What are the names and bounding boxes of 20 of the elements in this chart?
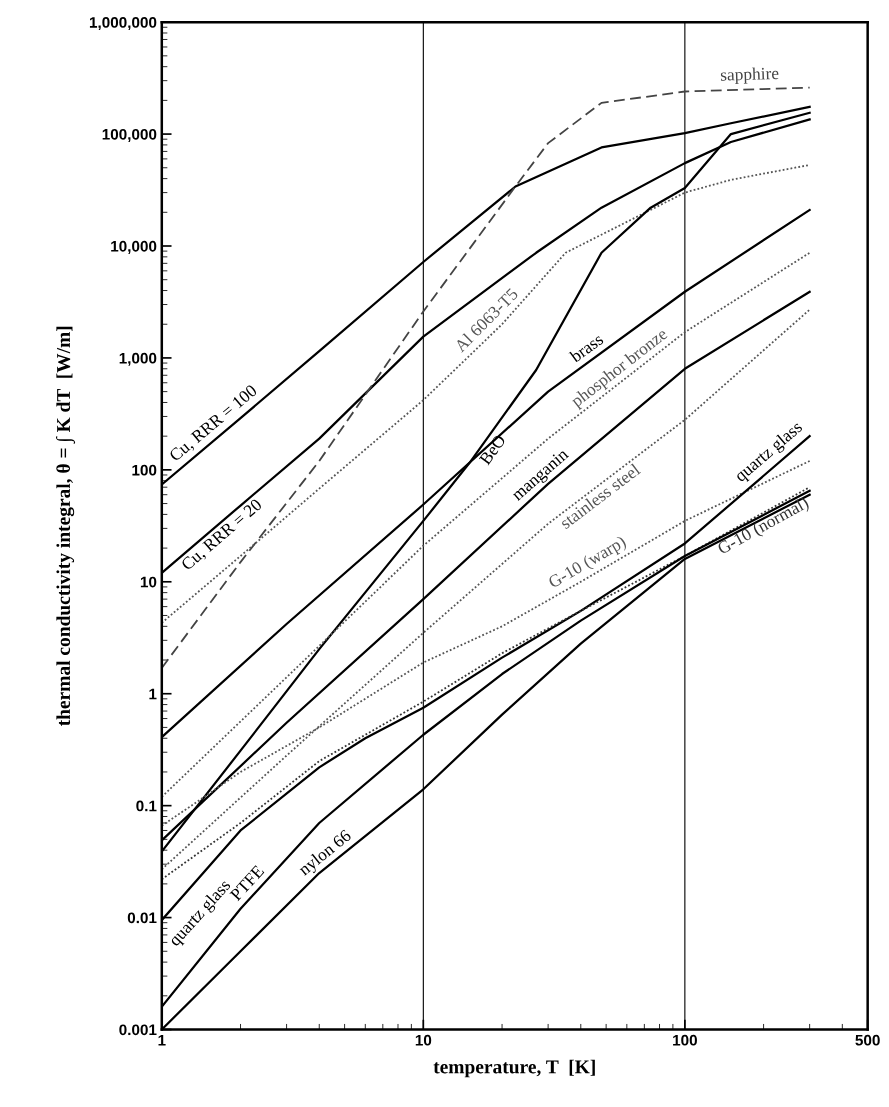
y-tick-label: 0.01 bbox=[127, 912, 157, 924]
text: Cu, RRR = 100 bbox=[168, 384, 260, 464]
x-tick-label: 1 bbox=[158, 1034, 166, 1046]
x-axis-title: temperature, T [K] bbox=[433, 1059, 595, 1078]
y-tick-label: 100 bbox=[132, 464, 157, 476]
y-tick-label: 0.001 bbox=[119, 1024, 157, 1036]
y-axis-title: thermal conductivity integral, θ = ∫ K dT [W/m] bbox=[55, 326, 76, 727]
series-label: sapphire bbox=[720, 66, 779, 85]
y-tick-label: 1,000 bbox=[119, 352, 157, 366]
text: Cu, RRR = 20 bbox=[180, 498, 265, 573]
x-tick-label: 500 bbox=[855, 1034, 880, 1046]
text: brass bbox=[568, 332, 605, 364]
x-tick-label: 100 bbox=[673, 1034, 697, 1046]
y-tick-label: 100,000 bbox=[102, 128, 157, 142]
x-tick-label: 10 bbox=[415, 1034, 432, 1046]
y-tick-label: 0.1 bbox=[136, 800, 157, 812]
y-tick-label: 10,000 bbox=[111, 240, 157, 254]
y-tick-label: 1 bbox=[149, 688, 157, 700]
y-tick-label: 10 bbox=[140, 576, 157, 588]
y-tick-label: 1,000,000 bbox=[89, 17, 157, 31]
